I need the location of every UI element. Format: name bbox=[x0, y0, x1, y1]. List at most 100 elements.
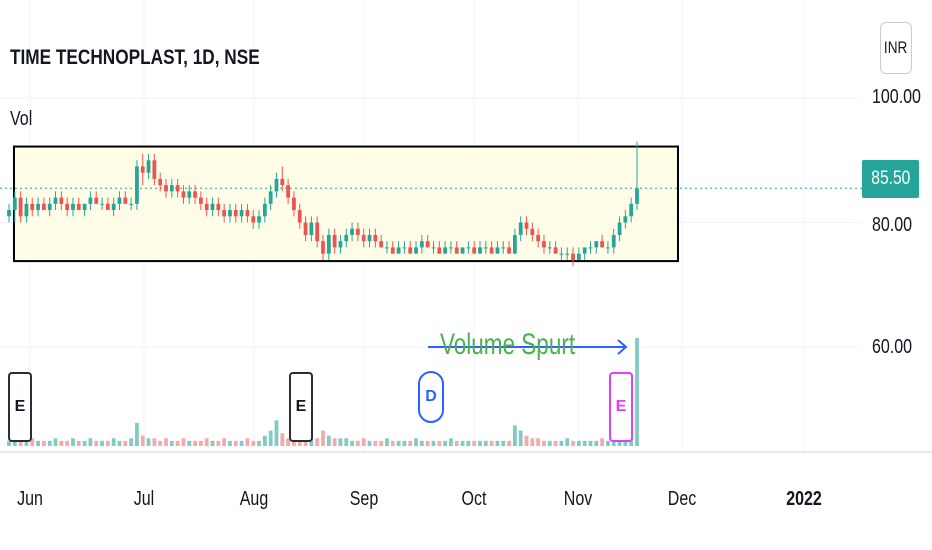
volume-bar bbox=[454, 440, 459, 446]
candle-body bbox=[507, 247, 511, 254]
candle-body bbox=[105, 203, 110, 211]
volume-bar bbox=[315, 438, 320, 446]
candle-body bbox=[402, 247, 407, 249]
dividend-marker[interactable]: D bbox=[418, 371, 444, 423]
currency-button[interactable]: INR bbox=[880, 22, 912, 74]
volume-bar bbox=[635, 338, 639, 446]
volume-bar bbox=[332, 438, 337, 446]
candle bbox=[228, 203, 232, 223]
candle-body bbox=[606, 247, 610, 249]
volume-bar bbox=[251, 440, 256, 446]
candle-body bbox=[390, 247, 395, 254]
candle bbox=[135, 160, 139, 211]
candle bbox=[123, 191, 128, 204]
volume-bar bbox=[181, 438, 186, 446]
volume-bar bbox=[547, 440, 552, 446]
volume-bar bbox=[326, 435, 331, 446]
candle-body bbox=[12, 197, 17, 211]
volume-bar bbox=[88, 438, 93, 446]
candle bbox=[82, 203, 87, 217]
last-price-value: 85.50 bbox=[870, 168, 910, 189]
candle bbox=[210, 197, 215, 217]
candle-body bbox=[582, 247, 587, 254]
candle-body bbox=[65, 203, 70, 211]
volume-bar bbox=[489, 440, 494, 446]
candle bbox=[129, 197, 134, 211]
candle-body bbox=[47, 203, 52, 211]
candle-body bbox=[460, 247, 465, 254]
volume-bar bbox=[518, 430, 523, 446]
candle bbox=[204, 197, 209, 217]
candle bbox=[431, 241, 436, 254]
candle-body bbox=[239, 210, 244, 217]
volume-bar bbox=[588, 440, 593, 446]
earnings-marker[interactable]: E bbox=[8, 372, 32, 442]
candle bbox=[71, 197, 75, 217]
volume-bar bbox=[460, 440, 465, 446]
candle-body bbox=[350, 228, 354, 235]
volume-bar bbox=[71, 438, 75, 446]
candle-body bbox=[326, 234, 331, 254]
volume-bar bbox=[105, 440, 110, 446]
candle-body bbox=[175, 185, 180, 192]
x-tick-label: Oct bbox=[461, 488, 487, 510]
volume-bar bbox=[210, 440, 215, 446]
x-tick-label: Sep bbox=[349, 488, 379, 510]
candle bbox=[437, 241, 442, 254]
candle-body bbox=[210, 203, 215, 211]
candle-body bbox=[7, 210, 11, 217]
volume-bar bbox=[414, 438, 418, 446]
candle-body bbox=[576, 253, 581, 260]
candle bbox=[518, 216, 523, 242]
candle-body bbox=[355, 228, 360, 235]
candle-body bbox=[41, 203, 46, 211]
candle bbox=[571, 247, 575, 267]
volume-bar bbox=[466, 440, 471, 446]
candle-body bbox=[617, 222, 622, 235]
volume-bar bbox=[390, 440, 395, 446]
volume-bar bbox=[512, 425, 517, 446]
earnings-marker[interactable]: E bbox=[609, 372, 633, 442]
candle bbox=[41, 197, 46, 211]
earnings-marker[interactable]: E bbox=[289, 372, 313, 442]
candle-body bbox=[524, 222, 529, 229]
candle-body bbox=[635, 188, 639, 204]
volume-bar bbox=[198, 440, 203, 446]
candle bbox=[332, 228, 337, 254]
candle bbox=[559, 247, 564, 260]
candle-body bbox=[338, 241, 343, 248]
candle bbox=[449, 241, 453, 254]
candle bbox=[309, 216, 314, 242]
candle bbox=[233, 203, 238, 223]
candle bbox=[140, 154, 145, 186]
candle-body bbox=[94, 197, 99, 204]
y-tick-label: 100.00 bbox=[872, 86, 921, 108]
volume-bar bbox=[611, 438, 616, 446]
candle-body bbox=[536, 234, 541, 242]
candle bbox=[164, 178, 168, 198]
y-tick-label: 80.00 bbox=[872, 214, 913, 236]
candle-body bbox=[297, 210, 302, 223]
x-tick-label: Jul bbox=[133, 488, 155, 510]
candle bbox=[425, 234, 430, 248]
volume-label: Vol bbox=[10, 108, 33, 130]
candle-body bbox=[321, 241, 325, 254]
candle-body bbox=[24, 203, 29, 217]
candle-body bbox=[478, 247, 482, 254]
candle-body bbox=[553, 247, 558, 254]
candle-body bbox=[111, 203, 116, 211]
candle bbox=[198, 191, 203, 211]
volume-bar bbox=[18, 440, 23, 446]
candle bbox=[286, 178, 291, 204]
candle bbox=[257, 210, 261, 229]
volume-bar bbox=[30, 438, 35, 446]
volume-bar bbox=[146, 438, 151, 446]
candle-body bbox=[396, 247, 401, 254]
candle-body bbox=[571, 253, 575, 260]
candle-body bbox=[36, 203, 40, 211]
candle bbox=[100, 197, 104, 211]
volume-bar bbox=[419, 440, 424, 446]
candle bbox=[274, 172, 279, 198]
x-tick-label: Nov bbox=[563, 488, 593, 510]
